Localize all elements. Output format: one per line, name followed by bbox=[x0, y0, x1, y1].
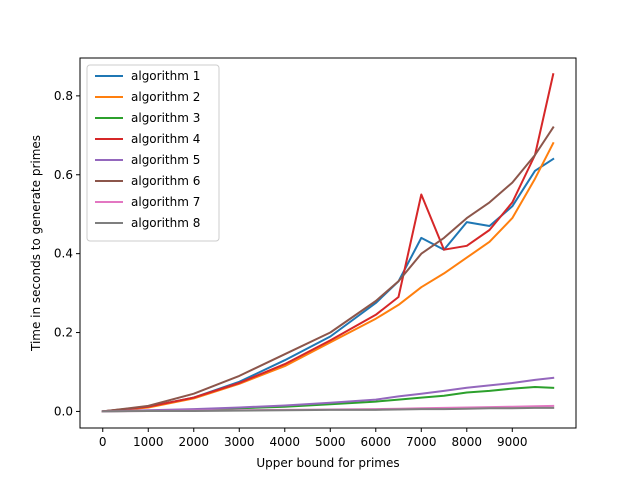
legend-label: algorithm 4 bbox=[131, 132, 200, 146]
legend-label: algorithm 6 bbox=[131, 174, 200, 188]
x-tick-label: 7000 bbox=[406, 435, 437, 449]
y-tick-label: 0.8 bbox=[54, 89, 73, 103]
y-tick-label: 0.4 bbox=[54, 247, 73, 261]
legend-label: algorithm 3 bbox=[131, 111, 200, 125]
x-tick-label: 1000 bbox=[133, 435, 164, 449]
x-tick-label: 8000 bbox=[452, 435, 483, 449]
x-axis-label: Upper bound for primes bbox=[256, 456, 399, 470]
series-layer bbox=[101, 73, 555, 413]
y-axis-ticks: 0.0 0.2 0.4 0.6 0.8 bbox=[54, 89, 80, 418]
y-axis-label: Time in seconds to generate primes bbox=[29, 135, 43, 352]
legend-label: algorithm 7 bbox=[131, 195, 200, 209]
y-tick-label: 0.0 bbox=[54, 404, 73, 418]
legend-label: algorithm 5 bbox=[131, 153, 200, 167]
legend-label: algorithm 8 bbox=[131, 216, 200, 230]
x-tick-label: 4000 bbox=[269, 435, 300, 449]
series-line-algorithm-6 bbox=[101, 126, 555, 413]
series-line-algorithm-8 bbox=[101, 406, 555, 413]
x-tick-label: 0 bbox=[99, 435, 107, 449]
x-tick-label: 6000 bbox=[361, 435, 392, 449]
series-line-algorithm-4 bbox=[101, 73, 555, 413]
y-tick-label: 0.2 bbox=[54, 326, 73, 340]
x-axis-ticks: 0 1000 2000 3000 4000 5000 6000 7000 8000 9000 bbox=[99, 428, 528, 449]
x-tick-label: 3000 bbox=[224, 435, 255, 449]
x-tick-label: 2000 bbox=[178, 435, 209, 449]
legend-label: algorithm 1 bbox=[131, 69, 200, 83]
x-tick-label: 9000 bbox=[497, 435, 528, 449]
legend: algorithm 1 algorithm 2 algorithm 3 algorit… bbox=[86, 64, 220, 242]
legend-label: algorithm 2 bbox=[131, 90, 200, 104]
series-line-algorithm-5 bbox=[101, 376, 555, 413]
x-tick-label: 5000 bbox=[315, 435, 346, 449]
legend-box bbox=[86, 64, 220, 242]
plot-frame bbox=[79, 57, 577, 429]
y-tick-label: 0.6 bbox=[54, 168, 73, 182]
